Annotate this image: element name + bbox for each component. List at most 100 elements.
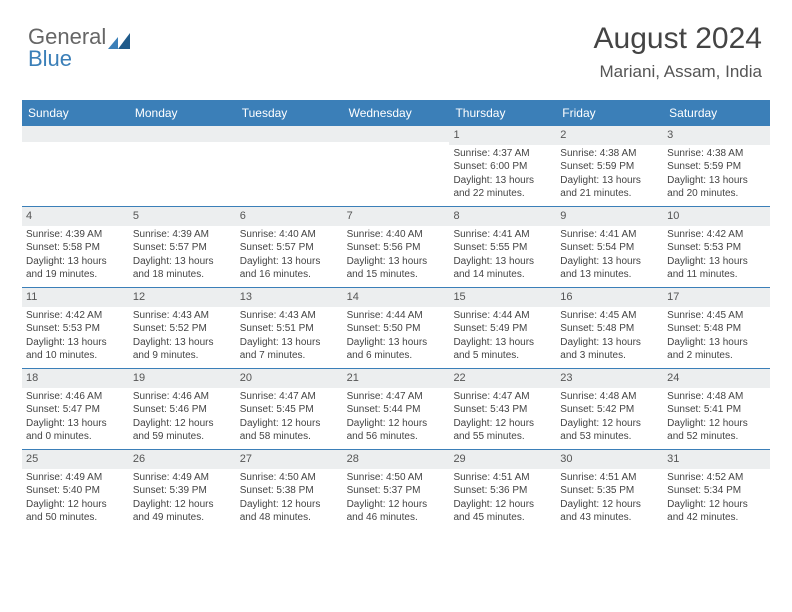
- calendar-cell: 31 Sunrise: 4:52 AMSunset: 5:34 PMDayligh…: [663, 450, 770, 530]
- sunrise-text: Sunrise: 4:42 AM: [26, 309, 125, 323]
- daylight-text: Daylight: 13 hours and 21 minutes.: [560, 174, 659, 201]
- sunset-text: Sunset: 5:40 PM: [26, 484, 125, 498]
- sunset-text: Sunset: 5:59 PM: [560, 160, 659, 174]
- sunset-text: Sunset: 5:41 PM: [667, 403, 766, 417]
- day-info: Sunrise: 4:39 AMSunset: 5:58 PMDaylight:…: [22, 228, 129, 285]
- sunrise-text: Sunrise: 4:45 AM: [667, 309, 766, 323]
- calendar-cell: 2Sunrise: 4:38 AMSunset: 5:59 PMDaylight…: [556, 126, 663, 206]
- day-info: Sunrise: 4:38 AMSunset: 5:59 PMDaylight:…: [556, 147, 663, 204]
- calendar-cell: 30Sunrise: 4:51 AMSunset: 5:35 PMDayligh…: [556, 450, 663, 530]
- daylight-text: Daylight: 12 hours and 58 minutes.: [240, 417, 339, 444]
- day-number: 19: [129, 369, 236, 388]
- daylight-text: Daylight: 12 hours and 48 minutes.: [240, 498, 339, 525]
- daylight-text: Daylight: 13 hours and 9 minutes.: [133, 336, 232, 363]
- daylight-text: Daylight: 12 hours and 42 minutes.: [667, 498, 766, 525]
- calendar-cell: 25 Sunrise: 4:49 AMSunset: 5:40 PMDayligh…: [22, 450, 129, 530]
- daylight-text: Daylight: 13 hours and 20 minutes.: [667, 174, 766, 201]
- day-number: 31: [663, 450, 770, 469]
- daylight-text: Daylight: 13 hours and 16 minutes.: [240, 255, 339, 282]
- sunrise-text: Sunrise: 4:46 AM: [133, 390, 232, 404]
- calendar-week: 4Sunrise: 4:39 AMSunset: 5:58 PMDaylight…: [22, 206, 770, 287]
- sunset-text: Sunset: 5:53 PM: [667, 241, 766, 255]
- sunrise-text: Sunrise: 4:44 AM: [347, 309, 446, 323]
- day-info: Sunrise: 4:51 AMSunset: 5:36 PMDaylight:…: [449, 471, 556, 528]
- daylight-text: Daylight: 12 hours and 53 minutes.: [560, 417, 659, 444]
- calendar-cell: 15 Sunrise: 4:44 AMSunset: 5:49 PMDayligh…: [449, 288, 556, 368]
- calendar-cell: 16 Sunrise: 4:45 AMSunset: 5:48 PMDayligh…: [556, 288, 663, 368]
- day-info: Sunrise: 4:52 AMSunset: 5:34 PMDaylight:…: [663, 471, 770, 528]
- logo-line2: Blue: [28, 46, 72, 72]
- day-number: 14: [343, 288, 450, 307]
- sunrise-text: Sunrise: 4:39 AM: [133, 228, 232, 242]
- daylight-text: Daylight: 13 hours and 5 minutes.: [453, 336, 552, 363]
- sunrise-text: Sunrise: 4:46 AM: [26, 390, 125, 404]
- calendar-cell: 12Sunrise: 4:43 AMSunset: 5:52 PMDayligh…: [129, 288, 236, 368]
- day-number: [236, 126, 343, 142]
- day-info: Sunrise: 4:45 AMSunset: 5:48 PMDaylight:…: [556, 309, 663, 366]
- sunrise-text: Sunrise: 4:38 AM: [560, 147, 659, 161]
- daylight-text: Daylight: 13 hours and 22 minutes.: [453, 174, 552, 201]
- calendar-cell: 4Sunrise: 4:39 AMSunset: 5:58 PMDaylight…: [22, 207, 129, 287]
- calendar-week: 11Sunrise: 4:42 AMSunset: 5:53 PMDayligh…: [22, 287, 770, 368]
- calendar-cell: 17Sunrise: 4:45 AMSunset: 5:48 PMDayligh…: [663, 288, 770, 368]
- calendar-cell: 24Sunrise: 4:48 AMSunset: 5:41 PMDayligh…: [663, 369, 770, 449]
- day-info: Sunrise: 4:47 AMSunset: 5:45 PMDaylight:…: [236, 390, 343, 447]
- day-info: Sunrise: 4:39 AMSunset: 5:57 PMDaylight:…: [129, 228, 236, 285]
- calendar-cell: 19Sunrise: 4:46 AMSunset: 5:46 PMDayligh…: [129, 369, 236, 449]
- calendar-cell: 11Sunrise: 4:42 AMSunset: 5:53 PMDayligh…: [22, 288, 129, 368]
- sunrise-text: Sunrise: 4:48 AM: [560, 390, 659, 404]
- daylight-text: Daylight: 12 hours and 59 minutes.: [133, 417, 232, 444]
- sunset-text: Sunset: 5:44 PM: [347, 403, 446, 417]
- sunrise-text: Sunrise: 4:45 AM: [560, 309, 659, 323]
- calendar-cell: 5Sunrise: 4:39 AMSunset: 5:57 PMDaylight…: [129, 207, 236, 287]
- calendar-header-cell: Saturday: [663, 100, 770, 126]
- calendar-header-cell: Monday: [129, 100, 236, 126]
- calendar-cell: [129, 126, 236, 206]
- sunrise-text: Sunrise: 4:51 AM: [560, 471, 659, 485]
- sunrise-text: Sunrise: 4:37 AM: [453, 147, 552, 161]
- sunset-text: Sunset: 5:49 PM: [453, 322, 552, 336]
- calendar-cell: 13Sunrise: 4:43 AMSunset: 5:51 PMDayligh…: [236, 288, 343, 368]
- calendar-cell: 18Sunrise: 4:46 AMSunset: 5:47 PMDayligh…: [22, 369, 129, 449]
- sunset-text: Sunset: 5:56 PM: [347, 241, 446, 255]
- day-number: 3: [663, 126, 770, 145]
- calendar-cell: 14 Sunrise: 4:44 AMSunset: 5:50 PMDayligh…: [343, 288, 450, 368]
- sunrise-text: Sunrise: 4:47 AM: [347, 390, 446, 404]
- day-number: 21: [343, 369, 450, 388]
- calendar-header-cell: Wednesday: [343, 100, 450, 126]
- calendar-cell: [22, 126, 129, 206]
- day-number: [22, 126, 129, 142]
- day-info: Sunrise: 4:44 AMSunset: 5:50 PMDaylight:…: [343, 309, 450, 366]
- day-info: Sunrise: 4:47 AMSunset: 5:44 PMDaylight:…: [343, 390, 450, 447]
- sunset-text: Sunset: 6:00 PM: [453, 160, 552, 174]
- daylight-text: Daylight: 13 hours and 14 minutes.: [453, 255, 552, 282]
- sunrise-text: Sunrise: 4:48 AM: [667, 390, 766, 404]
- calendar-cell: 10Sunrise: 4:42 AMSunset: 5:53 PMDayligh…: [663, 207, 770, 287]
- day-info: Sunrise: 4:49 AMSunset: 5:40 PMDaylight:…: [22, 471, 129, 528]
- calendar: SundayMondayTuesdayWednesdayThursdayFrid…: [22, 100, 770, 530]
- daylight-text: Daylight: 13 hours and 10 minutes.: [26, 336, 125, 363]
- sunset-text: Sunset: 5:34 PM: [667, 484, 766, 498]
- sunrise-text: Sunrise: 4:41 AM: [560, 228, 659, 242]
- day-info: Sunrise: 4:46 AMSunset: 5:47 PMDaylight:…: [22, 390, 129, 447]
- calendar-cell: [236, 126, 343, 206]
- calendar-week: 1Sunrise: 4:37 AMSunset: 6:00 PMDaylight…: [22, 126, 770, 206]
- day-number: 25: [22, 450, 129, 469]
- sunrise-text: Sunrise: 4:38 AM: [667, 147, 766, 161]
- day-number: 16: [556, 288, 663, 307]
- day-info: Sunrise: 4:44 AMSunset: 5:49 PMDaylight:…: [449, 309, 556, 366]
- sunset-text: Sunset: 5:43 PM: [453, 403, 552, 417]
- sunset-text: Sunset: 5:57 PM: [240, 241, 339, 255]
- day-number: 15: [449, 288, 556, 307]
- sunset-text: Sunset: 5:48 PM: [667, 322, 766, 336]
- calendar-cell: 8Sunrise: 4:41 AMSunset: 5:55 PMDaylight…: [449, 207, 556, 287]
- sunrise-text: Sunrise: 4:50 AM: [347, 471, 446, 485]
- daylight-text: Daylight: 12 hours and 45 minutes.: [453, 498, 552, 525]
- sunset-text: Sunset: 5:42 PM: [560, 403, 659, 417]
- calendar-cell: 6Sunrise: 4:40 AMSunset: 5:57 PMDaylight…: [236, 207, 343, 287]
- sunrise-text: Sunrise: 4:44 AM: [453, 309, 552, 323]
- logo-text-2: Blue: [28, 46, 72, 71]
- sunrise-text: Sunrise: 4:41 AM: [453, 228, 552, 242]
- day-info: Sunrise: 4:43 AMSunset: 5:52 PMDaylight:…: [129, 309, 236, 366]
- day-info: Sunrise: 4:40 AMSunset: 5:57 PMDaylight:…: [236, 228, 343, 285]
